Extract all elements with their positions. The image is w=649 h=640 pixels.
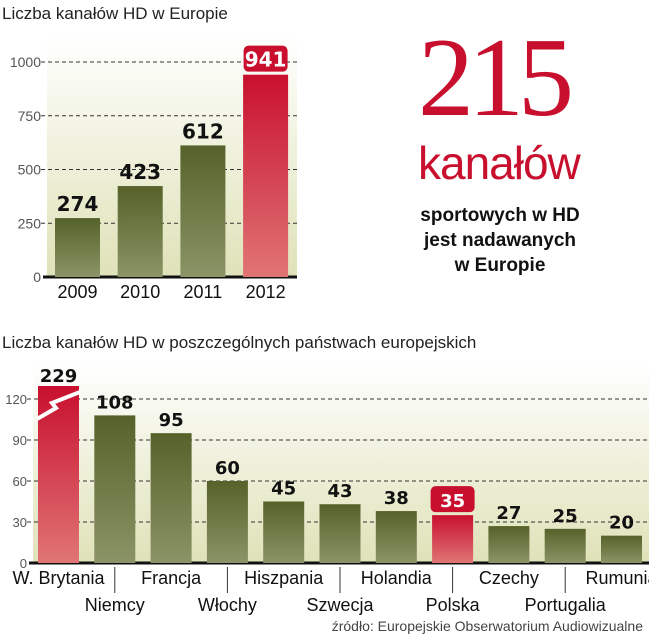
data-label: 229 (40, 366, 78, 387)
bar (601, 535, 642, 563)
bar (488, 526, 530, 563)
bar (243, 74, 289, 277)
x-tick-label: 2012 (246, 282, 286, 302)
data-label: 20 (609, 513, 634, 534)
y-tick-label: 60 (13, 474, 27, 489)
data-label: 612 (182, 119, 224, 143)
bar (94, 415, 136, 563)
x-tick-label: Francja (141, 568, 202, 588)
chart1-title: Liczba kanałów HD w Europie (2, 4, 228, 23)
callout-number: 215 (418, 16, 574, 140)
y-tick-label: 0 (20, 556, 27, 571)
data-label: 108 (96, 392, 134, 413)
bar (375, 511, 417, 563)
data-label: 43 (327, 481, 352, 502)
y-tick-label: 0 (33, 269, 41, 285)
y-tick-label: 750 (18, 108, 42, 124)
value-badge (243, 45, 288, 72)
data-label: 35 (440, 491, 465, 512)
callout-line: jest nadawanych (423, 230, 577, 251)
data-label: 45 (271, 479, 296, 500)
data-label: 38 (384, 488, 409, 509)
x-tick-label: Polska (426, 595, 481, 615)
bar (180, 145, 226, 277)
data-label: 25 (553, 506, 578, 527)
x-tick-label: 2009 (57, 282, 97, 302)
bar (150, 433, 192, 563)
x-tick-label: Niemcy (85, 595, 145, 615)
bar (117, 186, 163, 277)
x-tick-label: Holandia (361, 568, 433, 588)
y-tick-label: 120 (5, 392, 27, 407)
bar (55, 218, 100, 277)
y-tick-label: 500 (18, 162, 42, 178)
data-label: 95 (159, 410, 184, 431)
callout-line: w Europie (454, 255, 546, 276)
bar (263, 501, 305, 563)
data-label: 423 (119, 160, 161, 184)
data-label: 941 (245, 48, 287, 72)
x-tick-label: Szwecja (306, 595, 374, 615)
x-tick-label: 2011 (184, 282, 223, 302)
x-tick-label: Hiszpania (244, 568, 324, 588)
bar (432, 515, 474, 563)
x-tick-label: Rumunia (585, 568, 649, 588)
x-tick-label: Włochy (198, 595, 257, 615)
data-label: 27 (496, 503, 521, 524)
bar (319, 504, 361, 563)
x-tick-label: 2010 (120, 282, 160, 302)
x-tick-label: Portugalia (525, 595, 607, 615)
callout-line: sportowych w HD (420, 205, 580, 226)
x-tick-label: Czechy (479, 568, 539, 588)
chart2-title: Liczba kanałów HD w poszczególnych państ… (2, 333, 477, 352)
bar (544, 528, 586, 563)
callout-unit: kanałów (418, 137, 581, 189)
x-tick-label: W. Brytania (12, 568, 105, 588)
bar (206, 481, 248, 563)
data-label: 60 (215, 458, 240, 479)
callout-description: sportowych w HD jest nadawanych w Europi… (400, 203, 600, 278)
data-label: 274 (57, 192, 99, 216)
axis-break-mark (35, 390, 81, 421)
y-tick-label: 90 (13, 433, 27, 448)
y-tick-label: 30 (13, 515, 27, 530)
value-badge (430, 486, 475, 513)
source-note: źródło: Europejskie Obserwatorium Audiow… (331, 618, 643, 634)
y-tick-label: 250 (18, 215, 42, 231)
y-tick-label: 1000 (10, 54, 41, 70)
